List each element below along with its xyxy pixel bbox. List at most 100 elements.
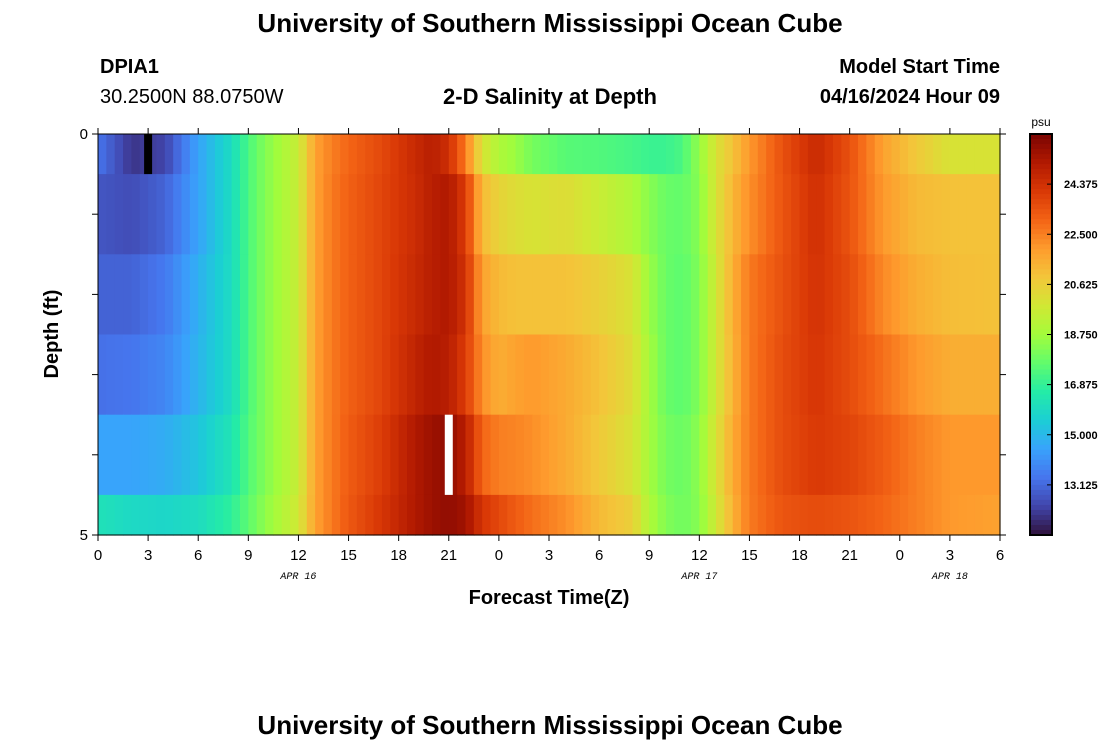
- heatmap-cell: [423, 334, 433, 416]
- heatmap-cell: [858, 134, 867, 175]
- colorbar-segment: [1030, 374, 1052, 381]
- heatmap-cell: [607, 174, 617, 255]
- heatmap-cell: [791, 254, 801, 336]
- heatmap-cell: [590, 254, 600, 336]
- heatmap-cell: [123, 334, 133, 416]
- heatmap-cell: [574, 254, 584, 336]
- heatmap-cell: [549, 174, 558, 255]
- heatmap-cell: [206, 494, 216, 536]
- heatmap-cell: [131, 494, 141, 536]
- heatmap-cell: [757, 174, 767, 255]
- heatmap-cell: [114, 134, 124, 175]
- heatmap-cell: [356, 254, 366, 336]
- heatmap-cell: [874, 174, 884, 255]
- colorbar-segment: [1030, 294, 1052, 301]
- heatmap-cell: [323, 254, 333, 336]
- heatmap-cell: [432, 334, 442, 416]
- heatmap-cell: [590, 334, 600, 416]
- colorbar-segment: [1030, 134, 1052, 140]
- colorbar-segment: [1030, 224, 1052, 230]
- heatmap-cell: [766, 134, 776, 175]
- heatmap-cell: [298, 334, 308, 416]
- heatmap-cell: [624, 414, 634, 496]
- heatmap-cell: [599, 134, 609, 175]
- heatmap-cell: [816, 174, 826, 255]
- heatmap-cell: [574, 134, 584, 175]
- heatmap-cell: [599, 494, 609, 536]
- heatmap-cell: [106, 494, 116, 536]
- heatmap-cell: [156, 494, 166, 536]
- heatmap-cell: [189, 494, 199, 536]
- heatmap-cell: [315, 174, 325, 255]
- heatmap-cell: [290, 494, 300, 536]
- heatmap-cell: [824, 494, 834, 536]
- heatmap-cell: [549, 414, 558, 496]
- heatmap-cell: [189, 134, 199, 175]
- heatmap-cell: [565, 414, 575, 496]
- heatmap-cell: [632, 414, 642, 496]
- heatmap-cell: [398, 254, 408, 336]
- heatmap-cell: [807, 334, 817, 416]
- colorbar-segment: [1030, 289, 1052, 295]
- heatmap-cell: [407, 494, 416, 536]
- heatmap-cell: [248, 414, 258, 496]
- heatmap-cell: [716, 134, 725, 175]
- heatmap-cell: [782, 494, 792, 536]
- heatmap-cell: [615, 414, 625, 496]
- heatmap-cell: [181, 414, 191, 496]
- heatmap-cell: [523, 254, 533, 336]
- heatmap-cell: [540, 334, 550, 416]
- heatmap-cell: [716, 254, 725, 336]
- heatmap-cell: [415, 494, 425, 536]
- heatmap-cell: [991, 134, 1001, 175]
- heatmap-cell: [849, 494, 859, 536]
- colorbar-segment: [1030, 494, 1052, 501]
- heatmap-cell: [791, 494, 801, 536]
- heatmap-cell: [365, 334, 375, 416]
- heatmap-cell: [423, 174, 433, 255]
- heatmap-cell: [874, 254, 884, 336]
- heatmap-cell: [640, 334, 650, 416]
- heatmap-cell: [891, 414, 901, 496]
- colorbar-segment: [1030, 154, 1052, 160]
- heatmap-cell: [757, 134, 767, 175]
- heatmap-cell: [916, 494, 926, 536]
- heatmap-cell: [874, 414, 884, 496]
- x-axis-label: Forecast Time(Z): [469, 587, 630, 609]
- heatmap-cell: [690, 134, 700, 175]
- heatmap-cell: [974, 134, 984, 175]
- heatmap-cell: [766, 494, 776, 536]
- heatmap-cell: [139, 494, 149, 536]
- heatmap-cell: [164, 174, 174, 255]
- colorbar-segment: [1030, 269, 1052, 275]
- heatmap-cell: [540, 254, 550, 336]
- heatmap-cell: [523, 174, 533, 255]
- heatmap-cell: [557, 494, 567, 536]
- heatmap-cell: [949, 134, 959, 175]
- colorbar-segment: [1030, 189, 1052, 195]
- x-tick-label: 6: [595, 547, 603, 564]
- heatmap-cell: [381, 414, 391, 496]
- heatmap-cell: [407, 174, 416, 255]
- heatmap-cell: [582, 134, 592, 175]
- heatmap-cell: [824, 414, 834, 496]
- colorbar-segment: [1030, 164, 1052, 170]
- x-tick-label: 0: [495, 547, 503, 564]
- heatmap-cell: [574, 414, 584, 496]
- heatmap-cell: [732, 494, 742, 536]
- heatmap-cell: [649, 254, 659, 336]
- heatmap-cell: [807, 494, 817, 536]
- heatmap-cell: [415, 174, 425, 255]
- heatmap-cell: [498, 334, 508, 416]
- heatmap-cell: [949, 254, 959, 336]
- heatmap-cell: [665, 174, 675, 255]
- heatmap-cell: [407, 254, 416, 336]
- heatmap-cell: [841, 414, 851, 496]
- colorbar-segment: [1030, 459, 1052, 466]
- heatmap-cell: [749, 414, 759, 496]
- heatmap-cell: [657, 134, 667, 175]
- heatmap-cell: [156, 254, 166, 336]
- heatmap-cell: [265, 134, 274, 175]
- colorbar-segment: [1030, 369, 1052, 376]
- colorbar-segment: [1030, 279, 1052, 285]
